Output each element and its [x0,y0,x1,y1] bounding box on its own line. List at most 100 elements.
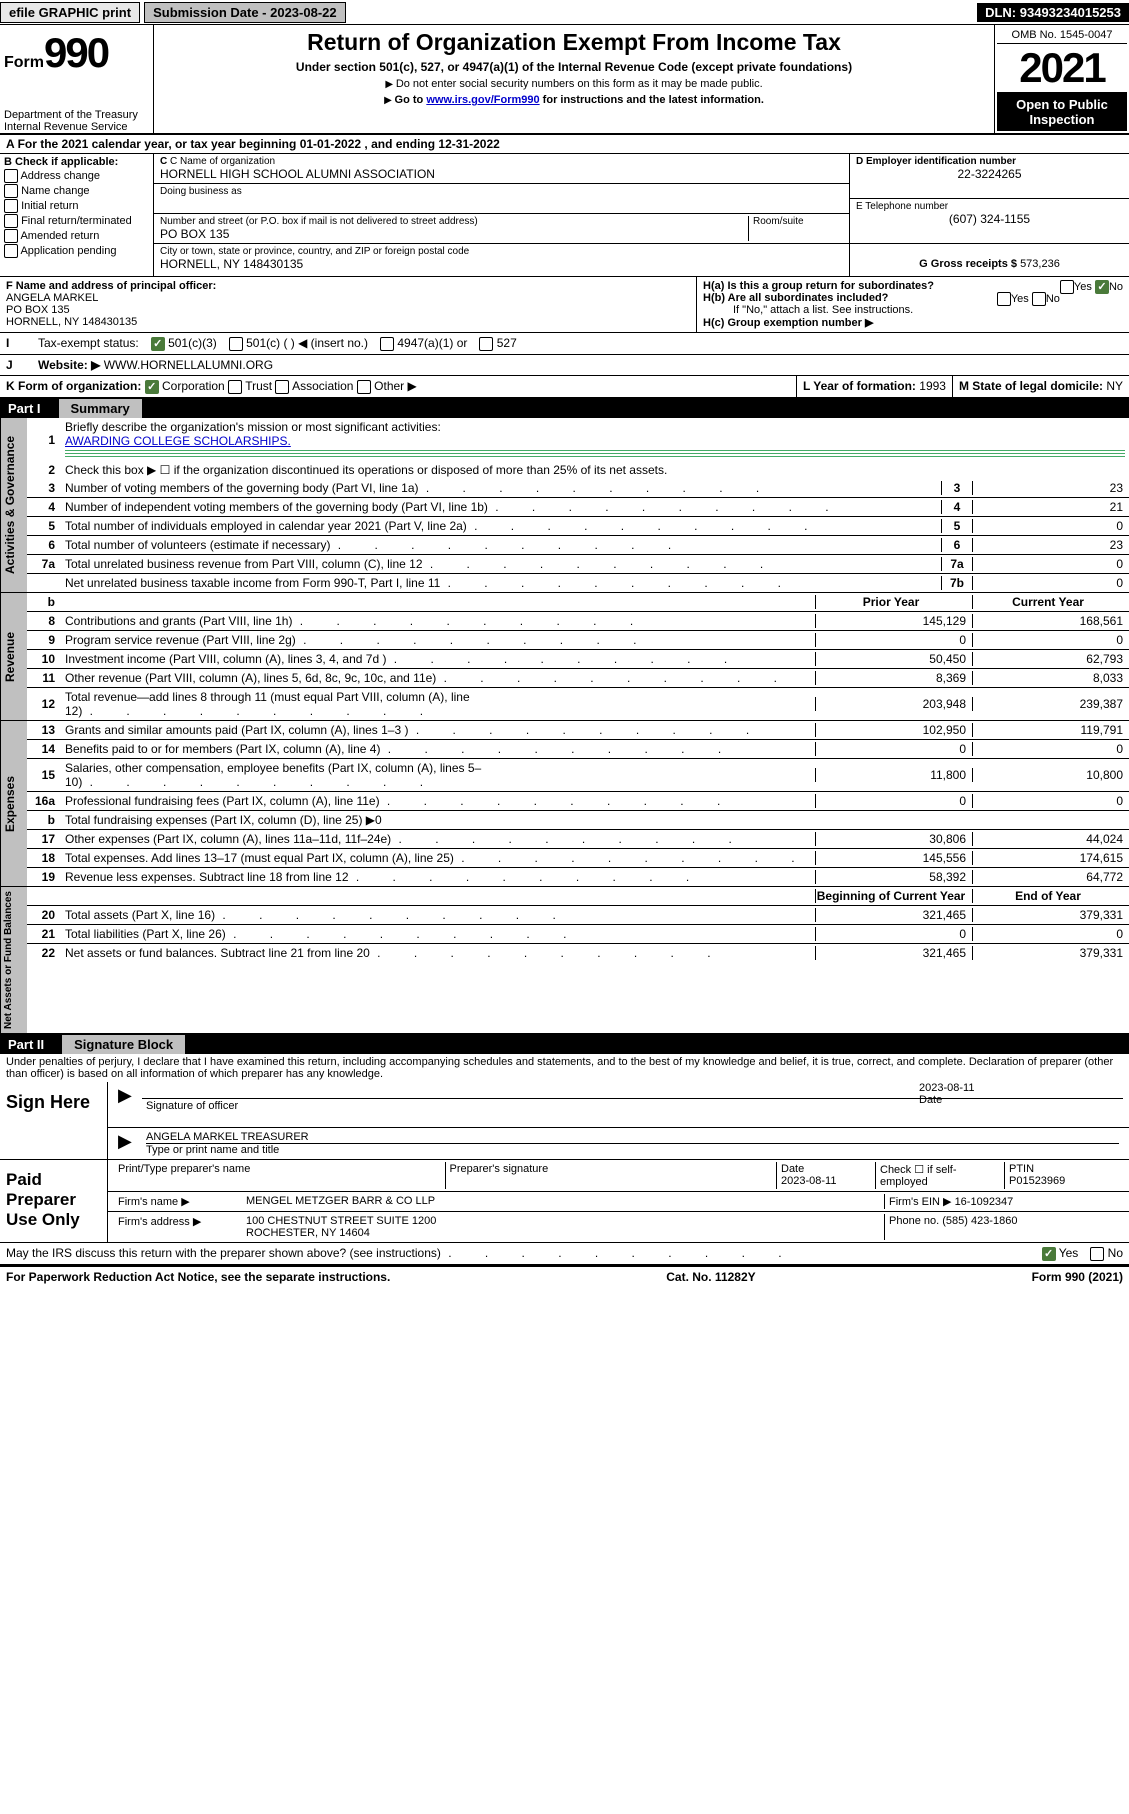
name-title: ANGELA MARKEL TREASURER [146,1131,309,1143]
dba-label: Doing business as [160,186,843,197]
note-ssn: Do not enter social security numbers on … [162,78,986,90]
d-label: D Employer identification number [856,156,1016,167]
i-501c[interactable]: 501(c) ( ) ◀ (insert no.) [223,333,374,354]
note2-pre: Go to [395,94,427,106]
dln-value: 93493234015253 [1020,5,1121,20]
box-gross: G Gross receipts $ 573,236 [849,244,1129,276]
line2-label: Check this box ▶ ☐ if the organization d… [61,461,1129,479]
i-opt3: 527 [497,336,517,350]
tab-netassets: Net Assets or Fund Balances [0,887,27,1033]
k-opt0[interactable]: Corporation [162,379,225,393]
cb-initial-return[interactable]: Initial return [4,199,149,213]
firm-name: MENGEL METZGER BARR & CO LLP [242,1194,884,1209]
hb-yes[interactable]: Yes [1011,293,1029,305]
header-mid: Return of Organization Exempt From Incom… [154,25,995,133]
may-irs-no[interactable]: No [1084,1243,1129,1264]
exp-line: 15Salaries, other compensation, employee… [27,759,1129,792]
form-subtitle: Under section 501(c), 527, or 4947(a)(1)… [162,60,986,74]
net-line: 22Net assets or fund balances. Subtract … [27,944,1129,962]
k-opt2[interactable]: Association [292,379,353,393]
website-url[interactable]: WWW.HORNELLALUMNI.ORG [104,358,273,372]
footer-right: Form 990 (2021) [1032,1270,1123,1284]
line1-label: Briefly describe the organization's miss… [65,420,441,434]
addr-value: PO BOX 135 [160,227,748,241]
gov-line: 7aTotal unrelated business revenue from … [27,555,1129,574]
ha-no[interactable]: No [1109,281,1123,293]
check-if-label[interactable]: Check ☐ if self-employed [875,1162,1004,1189]
cb5-label: Application pending [20,245,116,257]
hb-note: If "No," attach a list. See instructions… [703,304,1123,316]
k-opt3[interactable]: Other ▶ [374,379,417,393]
cb-app-pending[interactable]: Application pending [4,244,149,258]
dln-label: DLN: [985,5,1020,20]
check-icon: ✓ [1095,280,1109,294]
i-527[interactable]: 527 [473,333,522,354]
ha-row: H(a) Is this a group return for subordin… [703,280,1123,292]
header-right: OMB No. 1545-0047 2021 Open to Public In… [995,25,1129,133]
i-opt1: 501(c) ( ) ◀ (insert no.) [246,336,368,350]
box-dba: Doing business as [154,184,849,214]
phone-value: (607) 324-1155 [856,212,1123,226]
exp-line: 19Revenue less expenses. Subtract line 1… [27,868,1129,886]
subdate-value: 2023-08-22 [270,5,337,20]
cb-name-change[interactable]: Name change [4,184,149,198]
cb-address-change[interactable]: Address change [4,169,149,183]
prep-date-label: Date [781,1163,804,1175]
L-value: 1993 [919,379,946,393]
cb4-label: Amended return [20,230,99,242]
cb-final-return[interactable]: Final return/terminated [4,214,149,228]
check-icon: ✓ [151,337,165,351]
exp-line: 17Other expenses (Part IX, column (A), l… [27,830,1129,849]
k-opt1[interactable]: Trust [245,379,272,393]
ptin-label: PTIN [1009,1163,1034,1175]
org-name: HORNELL HIGH SCHOOL ALUMNI ASSOCIATION [160,167,843,181]
i-4947[interactable]: 4947(a)(1) or [374,333,473,354]
hb-no[interactable]: No [1046,293,1060,305]
tax-year: 2021 [997,44,1127,93]
paid-preparer-section: Paid Preparer Use Only Print/Type prepar… [0,1160,1129,1243]
firm-name-label: Firm's name ▶ [114,1194,242,1209]
net-line: 21Total liabilities (Part X, line 26)00 [27,925,1129,944]
part-ii-title: Signature Block [62,1035,185,1054]
prep-date: 2023-08-11 [781,1175,836,1187]
rev-line: 11Other revenue (Part VIII, column (A), … [27,669,1129,688]
sign-here-label: Sign Here [0,1082,108,1159]
mission-text: AWARDING COLLEGE SCHOLARSHIPS. [65,434,291,448]
box-addr: Number and street (or P.O. box if mail i… [154,214,849,244]
f-label: F Name and address of principal officer: [6,280,216,292]
net-line: 20Total assets (Part X, line 16)321,4653… [27,906,1129,925]
exp-line: bTotal fundraising expenses (Part IX, co… [27,811,1129,830]
firm-addr1: 100 CHESTNUT STREET SUITE 1200 [246,1215,436,1227]
may-irs-yes[interactable]: ✓ Yes [1036,1243,1085,1264]
topbar: efile GRAPHIC print Submission Date - 20… [0,0,1129,25]
firm-ein-label: Firm's EIN ▶ [889,1196,952,1208]
part-i-header: Part I Summary [0,399,1129,418]
firm-addr2: ROCHESTER, NY 14604 [246,1227,370,1239]
room-label: Room/suite [753,216,843,227]
form-num: 990 [44,29,108,76]
rowA-mid: , and ending [361,137,438,151]
mayirs-no-label: No [1108,1246,1123,1260]
tab-expenses: Expenses [0,721,27,886]
box-phone: E Telephone number (607) 324-1155 [849,199,1129,244]
summary-expenses: Expenses 13Grants and similar amounts pa… [0,721,1129,887]
rev-line: 9Program service revenue (Part VIII, lin… [27,631,1129,650]
col-deg: D Employer identification number 22-3224… [849,154,1129,276]
exp-line: 13Grants and similar amounts paid (Part … [27,721,1129,740]
ha-yes[interactable]: Yes [1074,281,1092,293]
prep-phone-label: Phone no. [889,1215,942,1227]
gov-line: 6Total number of volunteers (estimate if… [27,536,1129,555]
gov-line: 5Total number of individuals employed in… [27,517,1129,536]
page-footer: For Paperwork Reduction Act Notice, see … [0,1266,1129,1287]
box-city: City or town, state or province, country… [154,244,849,273]
section-bcde: B Check if applicable: Address change Na… [0,154,1129,277]
i-501c3[interactable]: ✓ 501(c)(3) [145,333,223,354]
sig-officer-label: Signature of officer [142,1098,915,1125]
c-label: C Name of organization [170,156,275,167]
k-label: K Form of organization: [6,379,141,393]
efile-pill[interactable]: efile GRAPHIC print [0,2,140,23]
note2-link[interactable]: www.irs.gov/Form990 [426,94,539,106]
rev-line: 10Investment income (Part VIII, column (… [27,650,1129,669]
exp-line: 14Benefits paid to or for members (Part … [27,740,1129,759]
cb-amended[interactable]: Amended return [4,229,149,243]
